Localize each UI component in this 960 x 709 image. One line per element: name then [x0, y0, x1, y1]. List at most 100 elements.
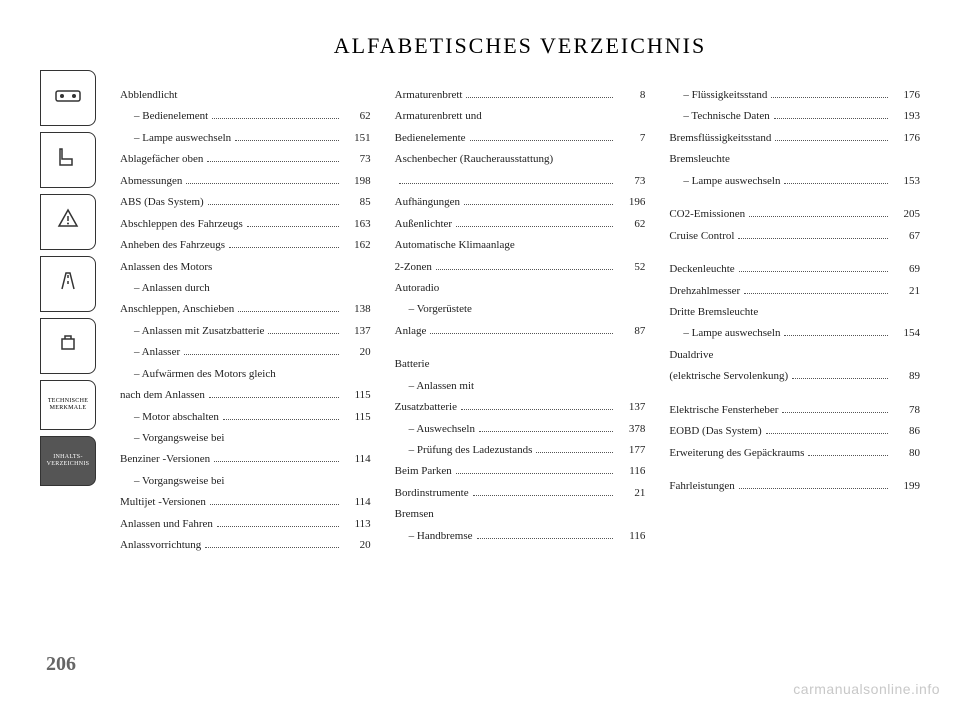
- leader-dots: [739, 271, 888, 272]
- entry-label: Beim Parken: [395, 461, 452, 482]
- index-entry: – Prüfung des Ladezustands177: [395, 440, 646, 461]
- index-content: Abblendlicht– Bedienelement 62 – Lampe aus…: [120, 85, 920, 650]
- entry-page: 153: [892, 171, 920, 192]
- index-entry: 2-Zonen52: [395, 257, 646, 278]
- entry-page: 115: [343, 385, 371, 406]
- entry-page: 69: [892, 259, 920, 280]
- entry-page: 80: [892, 443, 920, 464]
- leader-dots: [782, 412, 888, 413]
- tab-label: INHALTS- VERZEICHNIS: [45, 452, 92, 469]
- leader-dots: [430, 333, 613, 334]
- entry-label: – Anlasser: [134, 342, 180, 363]
- index-entry: Erweiterung des Gepäckraums80: [669, 443, 920, 464]
- leader-dots: [223, 419, 339, 420]
- entry-label: Drehzahlmesser: [669, 281, 740, 302]
- entry-page: 73: [343, 149, 371, 170]
- index-entry: Anlage 87: [395, 321, 646, 342]
- sidebar-tab[interactable]: [40, 132, 96, 188]
- entry-label: – Motor abschalten: [134, 407, 219, 428]
- leader-dots: [466, 97, 613, 98]
- index-heading: Abblendlicht: [120, 85, 371, 106]
- entry-page: 21: [892, 281, 920, 302]
- entry-page: 21: [617, 483, 645, 504]
- index-entry-line1: Armaturenbrett und: [395, 106, 646, 127]
- entry-label: (elektrische Servolenkung): [669, 366, 788, 387]
- entry-label: Aufhängungen: [395, 192, 460, 213]
- entry-page: 78: [892, 400, 920, 421]
- index-entry: – Bedienelement 62: [120, 106, 371, 127]
- index-column: Abblendlicht– Bedienelement 62 – Lampe aus…: [120, 85, 371, 650]
- entry-page: 199: [892, 476, 920, 497]
- entry-page: 176: [892, 128, 920, 149]
- entry-page: 162: [343, 235, 371, 256]
- entry-label: ABS (Das System): [120, 192, 204, 213]
- entry-page: 62: [617, 214, 645, 235]
- index-entry: Anlassen und Fahren113: [120, 514, 371, 535]
- index-entry: Benziner -Versionen 114: [120, 449, 371, 470]
- index-entry: – Lampe auswechseln153: [669, 171, 920, 192]
- entry-page: 114: [343, 449, 371, 470]
- leader-dots: [436, 269, 613, 270]
- index-entry: Abmessungen198: [120, 171, 371, 192]
- leader-dots: [738, 238, 888, 239]
- entry-label: Abschleppen des Fahrzeugs: [120, 214, 243, 235]
- index-entry: CO2-Emissionen205: [669, 204, 920, 225]
- road-icon: [56, 269, 80, 299]
- sidebar-tab[interactable]: [40, 318, 96, 374]
- entry-label: Multijet -Versionen: [120, 492, 206, 513]
- entry-page: 7: [617, 128, 645, 149]
- leader-dots: [808, 455, 888, 456]
- index-heading: Batterie: [395, 354, 646, 375]
- entry-page: 62: [343, 106, 371, 127]
- index-entry-line1: – Anlassen durch: [120, 278, 371, 299]
- index-entry: (elektrische Servolenkung) 89: [669, 366, 920, 387]
- leader-dots: [456, 473, 614, 474]
- entry-label: Anlage: [395, 321, 427, 342]
- leader-dots: [217, 526, 339, 527]
- entry-page: 87: [617, 321, 645, 342]
- watermark: carmanualsonline.info: [793, 681, 940, 697]
- leader-dots: [536, 452, 613, 453]
- sidebar-tab[interactable]: INHALTS- VERZEICHNIS: [40, 436, 96, 486]
- entry-page: 114: [343, 492, 371, 513]
- entry-page: 20: [343, 342, 371, 363]
- index-entry: ABS (Das System)85: [120, 192, 371, 213]
- index-entry: nach dem Anlassen115: [120, 385, 371, 406]
- entry-label: Deckenleuchte: [669, 259, 734, 280]
- sidebar-tab[interactable]: [40, 194, 96, 250]
- index-entry: – Anlassen mit Zusatzbatterie137: [120, 321, 371, 342]
- entry-label: Benziner -Versionen: [120, 449, 210, 470]
- dashboard-icon: [54, 85, 82, 111]
- index-heading: – Vorgerüstete: [395, 299, 646, 320]
- entry-label: – Lampe auswechseln: [134, 128, 231, 149]
- index-entry: Bordinstrumente21: [395, 483, 646, 504]
- index-entry: Beim Parken116: [395, 461, 646, 482]
- index-entry: Elektrische Fensterheber78: [669, 400, 920, 421]
- entry-label: EOBD (Das System): [669, 421, 761, 442]
- entry-label: Bedienelemente: [395, 128, 466, 149]
- index-entry: – Lampe auswechseln154: [669, 323, 920, 344]
- page-title: ALFABETISCHES VERZEICHNIS: [120, 33, 920, 59]
- sidebar-tab[interactable]: TECHNISCHE MERKMALE: [40, 380, 96, 430]
- leader-dots: [792, 378, 888, 379]
- entry-page: 196: [617, 192, 645, 213]
- index-entry: – Flüssigkeitsstand176: [669, 85, 920, 106]
- warning-icon: [56, 207, 80, 237]
- leader-dots: [470, 140, 614, 141]
- leader-dots: [771, 97, 888, 98]
- entry-page: 137: [617, 397, 645, 418]
- entry-page: 177: [617, 440, 645, 461]
- index-entry: Zusatzbatterie137: [395, 397, 646, 418]
- entry-label: – Bedienelement: [134, 106, 208, 127]
- entry-page: 89: [892, 366, 920, 387]
- sidebar-tab[interactable]: [40, 70, 96, 126]
- entry-page: 193: [892, 106, 920, 127]
- leader-dots: [212, 118, 338, 119]
- seat-icon: [56, 145, 80, 175]
- index-entry: Bedienelemente 7: [395, 128, 646, 149]
- index-heading: Bremsen: [395, 504, 646, 525]
- sidebar-tab[interactable]: [40, 256, 96, 312]
- entry-page: 154: [892, 323, 920, 344]
- index-entry: Aufhängungen 196: [395, 192, 646, 213]
- index-entry: Drehzahlmesser 21: [669, 281, 920, 302]
